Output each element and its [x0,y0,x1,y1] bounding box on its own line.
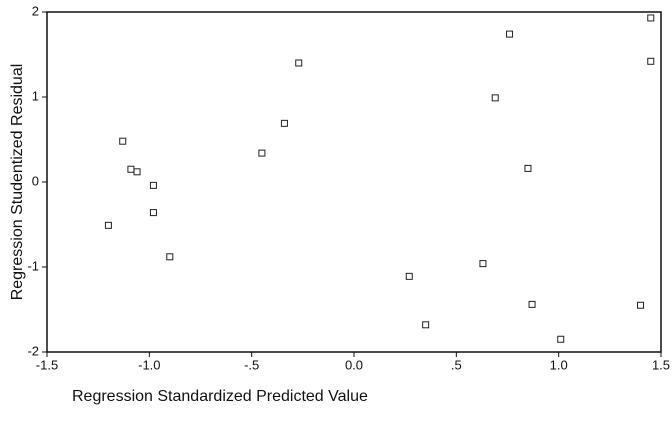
point [524,164,532,172]
x-tick-label: -1.5 [36,357,58,372]
point [422,321,430,329]
point [149,209,157,217]
point [295,59,303,67]
point [127,165,135,173]
y-tick-label: -2 [27,343,39,358]
x-tick-label: .5 [451,357,462,372]
point [647,57,655,65]
point [405,272,413,280]
x-axis-title: Regression Standardized Predicted Value [72,388,368,405]
x-tick-label: -.5 [244,357,259,372]
point [637,301,645,309]
y-axis-title: Regression Studentized Residual [9,64,26,301]
x-tick-label: -1.0 [138,357,160,372]
point [166,253,174,261]
point [479,260,487,268]
point [557,335,565,343]
y-tick-label: 1 [32,88,39,103]
point [258,149,266,157]
point [149,181,157,189]
point [528,300,536,308]
y-tick-label: 0 [32,173,39,188]
x-tick-label: 1.0 [550,357,568,372]
y-tick-label: 2 [32,3,39,18]
point [104,221,112,229]
point [491,94,499,102]
point [119,137,127,145]
point [133,168,141,176]
plot-frame [46,11,662,353]
point [647,14,655,22]
x-tick-label: 1.5 [652,357,670,372]
point [280,119,288,127]
point [506,30,514,38]
y-tick-label: -1 [27,258,39,273]
x-tick-label: 0.0 [345,357,363,372]
